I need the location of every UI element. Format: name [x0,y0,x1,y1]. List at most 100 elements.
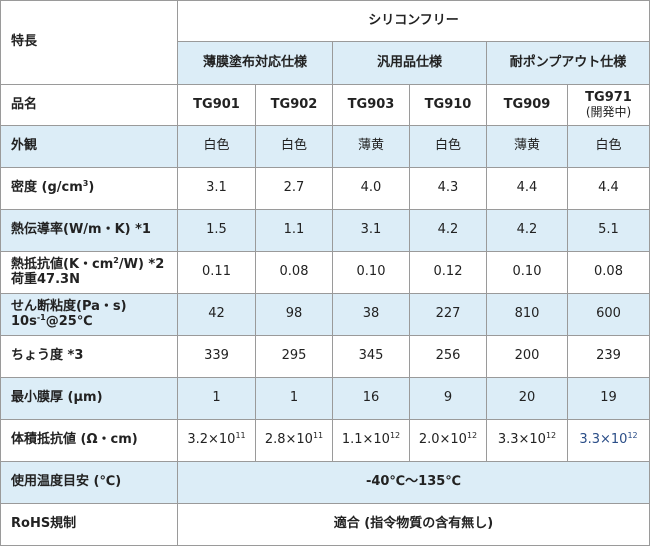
cell-thickness: 9 [409,377,487,420]
cell-density: 2.7 [255,167,333,210]
cell-density: 4.4 [567,167,650,210]
cell-thickness: 1 [255,377,333,420]
cell-thickness: 20 [486,377,568,420]
cell-resistance: 0.08 [567,251,650,294]
label-text: /W) *2 [118,256,165,272]
row-consistency: ちょう度 *3 339 295 345 256 200 239 [0,335,650,378]
cell-consistency: 295 [255,335,333,378]
cell-thickness: 16 [332,377,410,420]
value-base: 3.2×10 [187,432,236,448]
cell-consistency: 256 [409,335,487,378]
row-resistance: 熱抵抗値(K・cm2/W) *2 荷重47.3N 0.11 0.08 0.10 0… [0,251,650,294]
cell-appearance: 薄黄 [486,125,568,168]
cell-density: 3.1 [177,167,256,210]
cell-conductivity: 4.2 [486,209,568,252]
row-viscosity: せん断粘度(Pa・s) 10s-1@25℃ 42 98 38 227 810 60… [0,293,650,336]
cell-volume-resistivity: 3.3×1012 [486,419,568,462]
row-label: 体積抵抗値 (Ω・cm) [0,419,178,462]
group-general: 汎用品仕様 [332,41,487,85]
value-exp: 11 [312,431,324,441]
cell-consistency: 239 [567,335,650,378]
cell-resistance: 0.12 [409,251,487,294]
cell-temperature: -40℃〜135℃ [177,461,650,504]
label-text: 荷重47.3N [11,271,80,287]
value-base: 3.3×10 [579,432,628,448]
row-label: ちょう度 *3 [0,335,178,378]
label-sup: 3 [82,179,89,189]
cell-viscosity: 227 [409,293,487,336]
cell-viscosity: 810 [486,293,568,336]
cell-density: 4.4 [486,167,568,210]
row-label: 使用温度目安 (℃) [0,461,178,504]
cell-conductivity: 4.2 [409,209,487,252]
label-text: ) [88,180,95,196]
product-name: TG971 [585,89,632,105]
row-volume-resistivity: 体積抵抗値 (Ω・cm) 3.2×1011 2.8×1011 1.1×1012 … [0,419,650,462]
feature-label: 特長 [0,0,178,85]
cell-viscosity: 38 [332,293,410,336]
cell-appearance: 白色 [409,125,487,168]
cell-resistance: 0.10 [486,251,568,294]
cell-resistance: 0.11 [177,251,256,294]
value-base: 3.3×10 [497,432,546,448]
cell-appearance: 白色 [255,125,333,168]
cell-appearance: 薄黄 [332,125,410,168]
cell-consistency: 345 [332,335,410,378]
label-text: @25℃ [45,313,93,329]
row-label: 熱抵抗値(K・cm2/W) *2 荷重47.3N [0,251,178,294]
row-label: 最小膜厚 (μm) [0,377,178,420]
row-rohs: RoHS規制 適合 (指令物質の含有無し) [0,503,650,546]
value-exp: 12 [389,431,401,441]
row-temperature: 使用温度目安 (℃) -40℃〜135℃ [0,461,650,504]
cell-resistance: 0.08 [255,251,333,294]
cell-conductivity: 1.1 [255,209,333,252]
row-label: RoHS規制 [0,503,178,546]
row-conductivity: 熱伝導率(W/m・K) *1 1.5 1.1 3.1 4.2 4.2 5.1 [0,209,650,252]
value-exp: 11 [235,431,246,441]
value-base: 2.8×10 [264,432,313,448]
row-label: 品名 [0,84,178,126]
group-anti-pumpout: 耐ポンプアウト仕様 [486,41,650,85]
group-thin-film: 薄膜塗布対応仕様 [177,41,333,85]
row-density: 密度 (g/cm3) 3.1 2.7 4.0 4.3 4.4 4.4 [0,167,650,210]
cell-resistance: 0.10 [332,251,410,294]
cell-consistency: 339 [177,335,256,378]
row-product: 品名 TG901 TG902 TG903 TG910 TG909 TG971 (開… [0,84,650,126]
cell-density: 4.0 [332,167,410,210]
row-label: 熱伝導率(W/m・K) *1 [0,209,178,252]
cell-thickness: 19 [567,377,650,420]
cell-volume-resistivity: 3.3×1012 [567,419,650,462]
cell-appearance: 白色 [177,125,256,168]
cell-product: TG902 [255,84,333,126]
cell-appearance: 白色 [567,125,650,168]
cell-volume-resistivity: 3.2×1011 [177,419,256,462]
category-header: シリコンフリー [177,0,650,42]
cell-product: TG901 [177,84,256,126]
cell-volume-resistivity: 2.0×1012 [409,419,487,462]
cell-consistency: 200 [486,335,568,378]
cell-product: TG971 (開発中) [567,84,650,126]
row-appearance: 外観 白色 白色 薄黄 白色 薄黄 白色 [0,125,650,168]
row-label: 密度 (g/cm3) [0,167,178,210]
cell-product: TG910 [409,84,487,126]
value-base: 1.1×10 [341,432,390,448]
cell-viscosity: 98 [255,293,333,336]
cell-rohs: 適合 (指令物質の含有無し) [177,503,650,546]
value-exp: 12 [545,431,557,441]
cell-thickness: 1 [177,377,256,420]
row-thickness: 最小膜厚 (μm) 1 1 16 9 20 19 [0,377,650,420]
value-exp: 12 [466,431,478,441]
label-text: 密度 (g/cm [11,180,83,196]
row-label: 外観 [0,125,178,168]
cell-volume-resistivity: 2.8×1011 [255,419,333,462]
label-text: 熱抵抗値(K・cm [11,256,114,272]
cell-volume-resistivity: 1.1×1012 [332,419,410,462]
label-sup: -1 [36,312,46,322]
cell-density: 4.3 [409,167,487,210]
value-exp: 12 [627,431,638,441]
cell-product: TG903 [332,84,410,126]
row-label: せん断粘度(Pa・s) 10s-1@25℃ [0,293,178,336]
cell-conductivity: 5.1 [567,209,650,252]
dev-note: (開発中) [585,104,632,119]
